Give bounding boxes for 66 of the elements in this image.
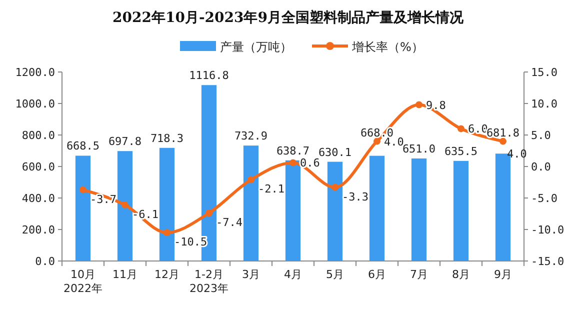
data-label: 681.8: [486, 126, 520, 140]
data-label: 0.6: [300, 156, 320, 170]
y2-tick-label: -10.0: [531, 224, 564, 236]
x-tick-label: 9月: [494, 268, 512, 281]
data-label: 651.0: [402, 142, 436, 156]
bar: [75, 156, 91, 261]
x-tick-label: 10月 2022年: [64, 268, 102, 295]
x-tick-label: 12月: [154, 268, 180, 281]
bar: [369, 156, 385, 261]
x-tick-label: 11月: [112, 268, 138, 281]
point: [164, 229, 170, 236]
data-label: 4.0: [507, 147, 527, 160]
bar: [453, 160, 469, 261]
point: [290, 159, 296, 166]
point: [206, 210, 212, 217]
data-label: -7.4: [216, 216, 243, 230]
data-label: -3.3: [342, 190, 368, 204]
data-label: 638.7: [276, 144, 310, 158]
y-tick-label: 1000.0: [15, 98, 55, 110]
point: [416, 101, 422, 108]
legend-label: 产量（万吨）: [220, 40, 292, 54]
point: [122, 201, 128, 208]
data-label: 718.3: [150, 132, 184, 145]
y2-tick-label: 15.0: [531, 66, 558, 79]
data-label: 6.0: [468, 122, 488, 136]
data-label: 697.8: [108, 135, 142, 148]
data-label: -2.1: [258, 182, 284, 196]
data-label: 668.5: [66, 140, 100, 153]
point: [332, 184, 338, 191]
x-tick-label: 8月: [452, 268, 470, 281]
bar: [117, 151, 133, 261]
data-label: 9.8: [426, 98, 446, 112]
data-label: 732.9: [234, 130, 268, 143]
y-tick-label: 600.0: [22, 160, 55, 174]
point: [500, 138, 506, 145]
point: [80, 186, 86, 194]
data-label: 635.5: [444, 144, 478, 158]
y2-tick-label: 5.0: [531, 129, 551, 142]
bar: [243, 146, 259, 261]
x-tick-label: 7月: [410, 268, 428, 281]
y2-tick-label: -15.0: [531, 255, 564, 268]
y-tick-label: 1200.0: [15, 66, 55, 79]
data-label: 4.0: [384, 135, 404, 148]
y-tick-label: 200.0: [22, 224, 55, 236]
data-label: 630.1: [318, 146, 352, 159]
y-tick-label: 0.0: [35, 255, 55, 268]
bar: [411, 158, 427, 261]
y2-tick-label: 0.0: [531, 160, 551, 174]
y-tick-label: 800.0: [22, 129, 55, 142]
point: [374, 138, 380, 145]
bar: [327, 162, 343, 261]
y2-tick-label: -5.0: [531, 192, 558, 205]
data-label: 1116.8: [189, 69, 229, 82]
bar: [285, 160, 301, 261]
bar: [159, 148, 175, 261]
x-tick-label: 1-2月 2023年: [190, 268, 228, 295]
x-tick-label: 4月: [284, 268, 302, 281]
chart-title: 2022年10月-2023年9月全国塑料制品产量及增长情况: [112, 9, 464, 26]
y2-tick-label: 10.0: [531, 98, 558, 110]
point: [248, 176, 254, 184]
x-tick-label: 6月: [368, 268, 386, 281]
x-tick-label: 3月: [242, 268, 260, 281]
x-tick-label: 5月: [326, 268, 344, 281]
legend-label: 增长率（%）: [351, 40, 424, 54]
y-tick-label: 400.0: [22, 192, 55, 205]
point: [458, 125, 464, 132]
